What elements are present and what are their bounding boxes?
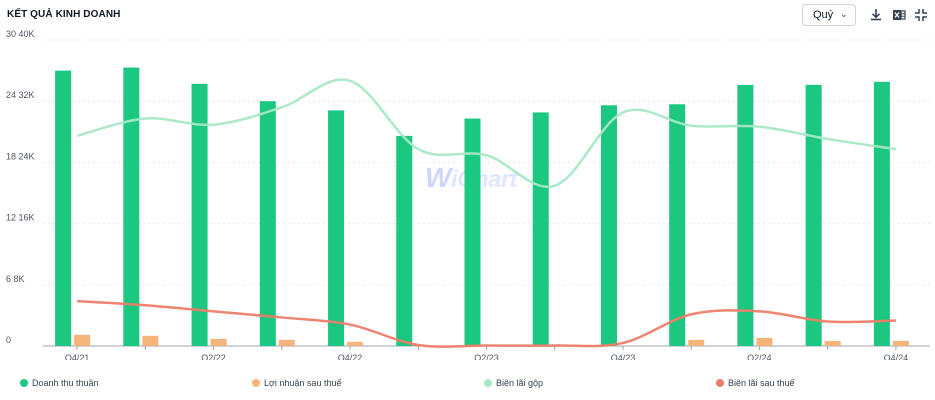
bar bbox=[892, 340, 909, 346]
y-tick-label: 0 bbox=[6, 335, 11, 345]
bar bbox=[756, 337, 773, 346]
x-tick-label: Q4/24 bbox=[884, 353, 909, 360]
series-line bbox=[76, 78, 897, 189]
bar bbox=[123, 67, 140, 346]
y-tick-label: 6 8K bbox=[6, 274, 25, 284]
chart-area: 0 6 8K 12 16K 18 24K 24 32K 30 40K Q4/21 Q2/22 Q… bbox=[0, 29, 935, 363]
chevron-down-icon: ⌄ bbox=[840, 9, 848, 19]
period-select[interactable]: Quý ⌄ bbox=[802, 4, 856, 26]
chart-svg: 0 6 8K 12 16K 18 24K 24 32K 30 40K Q4/21 Q2/22 Q… bbox=[6, 29, 930, 363]
x-tick-label: Q2/24 bbox=[747, 353, 772, 360]
bar bbox=[464, 118, 481, 346]
chart-title: KẾT QUẢ KINH DOANH bbox=[7, 9, 121, 20]
wichart-watermark: WiChart bbox=[425, 162, 518, 193]
bar bbox=[142, 335, 159, 346]
download-icon[interactable] bbox=[868, 7, 884, 23]
bar bbox=[688, 339, 705, 346]
legend-label: Biên lãi sau thuế bbox=[728, 378, 795, 388]
series-line bbox=[77, 299, 896, 348]
y-tick-label: 18 24K bbox=[6, 151, 35, 161]
legend-swatch bbox=[252, 379, 260, 387]
bar bbox=[873, 81, 890, 346]
bar bbox=[600, 105, 617, 346]
legend-label: Doanh thu thuần bbox=[32, 378, 99, 388]
bar bbox=[824, 340, 841, 346]
bar bbox=[347, 341, 364, 346]
period-select-value: Quý bbox=[813, 9, 834, 21]
bar bbox=[396, 135, 413, 346]
bar bbox=[74, 334, 91, 346]
legend-label: Lợi nhuận sau thuế bbox=[264, 378, 342, 388]
x-tick-label: Q4/22 bbox=[338, 353, 363, 360]
x-tick-label: Q2/22 bbox=[201, 353, 226, 360]
excel-icon[interactable] bbox=[891, 7, 907, 23]
legend: Doanh thu thuần Lợi nhuận sau thuế Biên … bbox=[0, 372, 935, 396]
x-tick-label: Q2/23 bbox=[474, 353, 499, 360]
bar bbox=[259, 101, 276, 346]
bar bbox=[737, 84, 754, 346]
bar bbox=[210, 338, 227, 346]
legend-label: Biên lãi gộp bbox=[496, 378, 544, 388]
y-tick-label: 24 32K bbox=[6, 90, 35, 100]
legend-swatch bbox=[484, 379, 492, 387]
bar bbox=[328, 110, 345, 346]
collapse-icon[interactable] bbox=[913, 7, 929, 23]
y-tick-label: 30 40K bbox=[6, 30, 35, 39]
bar bbox=[55, 70, 72, 346]
x-tick-label: Q4/21 bbox=[65, 353, 90, 360]
bar bbox=[805, 84, 822, 346]
bar bbox=[191, 83, 208, 347]
x-tick-label: Q4/23 bbox=[611, 353, 636, 360]
y-tick-label: 12 16K bbox=[6, 213, 35, 223]
chart-header: KẾT QUẢ KINH DOANH Quý ⌄ bbox=[0, 0, 935, 34]
bar bbox=[278, 339, 295, 346]
bar bbox=[532, 112, 549, 346]
legend-swatch bbox=[716, 379, 724, 387]
bar bbox=[669, 104, 686, 346]
legend-swatch bbox=[20, 379, 28, 387]
